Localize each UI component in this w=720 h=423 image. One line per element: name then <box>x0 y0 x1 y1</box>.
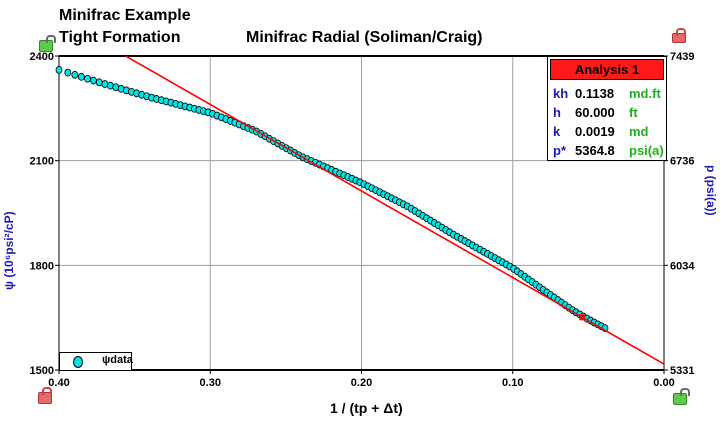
y-tick-label: 1800 <box>30 260 54 272</box>
param-value: 0.0019 <box>575 124 615 139</box>
param-key: k <box>553 124 561 139</box>
data-point <box>101 80 109 88</box>
param-unit: ft <box>629 105 638 120</box>
y2-tick-label: 5331 <box>670 365 694 377</box>
locked-lock-icon[interactable] <box>38 387 52 404</box>
chart-title: Minifrac Radial (Soliman/Craig) <box>246 29 483 46</box>
unlocked-lock-icon[interactable] <box>39 35 56 52</box>
selected-point <box>579 314 586 321</box>
y-tick-label: 2100 <box>30 156 54 168</box>
data-point <box>71 70 79 79</box>
y2-tick-label: 6034 <box>670 260 695 272</box>
legend: ψdata <box>59 352 133 371</box>
header-line1: Minifrac Example <box>59 7 191 24</box>
y2-tick-label: 7439 <box>670 51 694 63</box>
y-axis-label: ψ (10⁶psi²/cP) <box>2 211 16 290</box>
data-point <box>95 78 103 87</box>
data-point <box>77 72 85 81</box>
param-unit: psi(a) <box>629 143 664 158</box>
param-key: kh <box>553 86 569 101</box>
unlocked-lock-icon[interactable] <box>673 388 690 405</box>
y-tick-label: 2400 <box>30 51 54 63</box>
analysis-row-pstar: p* 5364.8 psi(a) <box>548 141 666 160</box>
analysis-row-h: h 60.000 ft <box>548 103 666 122</box>
param-unit: md.ft <box>629 86 661 101</box>
x-tick-label: 0.30 <box>200 377 221 389</box>
header-line2: Tight Formation <box>59 29 181 46</box>
param-unit: md <box>629 124 649 139</box>
data-point <box>64 68 72 77</box>
x-tick-label: 0.00 <box>653 377 674 389</box>
param-key: p* <box>553 143 566 158</box>
x-tick-label: 0.20 <box>351 377 372 389</box>
data-point <box>90 76 97 85</box>
analysis-panel[interactable]: Analysis 1 kh 0.1138 md.ft h 60.000 ft k 0.00… <box>547 56 667 161</box>
locked-lock-icon[interactable] <box>672 28 686 43</box>
x-axis-label: 1 / (tp + Δt) <box>330 400 403 416</box>
y2-axis-label: p (psi(a)) <box>704 165 718 216</box>
y-tick-label: 1500 <box>30 365 54 377</box>
analysis-row-k: k 0.0019 md <box>548 122 666 141</box>
x-tick-label: 0.10 <box>502 377 523 389</box>
legend-label: ψdata <box>102 354 133 366</box>
fit-line <box>125 55 665 365</box>
data-point <box>55 66 63 74</box>
analysis-title: Analysis 1 <box>550 59 664 80</box>
x-tick-label: 0.40 <box>48 377 69 389</box>
param-value: 0.1138 <box>575 86 615 101</box>
data-point <box>84 74 91 83</box>
param-key: h <box>553 105 561 120</box>
analysis-row-kh: kh 0.1138 md.ft <box>548 84 666 103</box>
y2-tick-label: 6736 <box>670 156 694 168</box>
param-value: 5364.8 <box>575 143 615 158</box>
legend-marker-icon <box>73 356 83 368</box>
param-value: 60.000 <box>575 105 615 120</box>
